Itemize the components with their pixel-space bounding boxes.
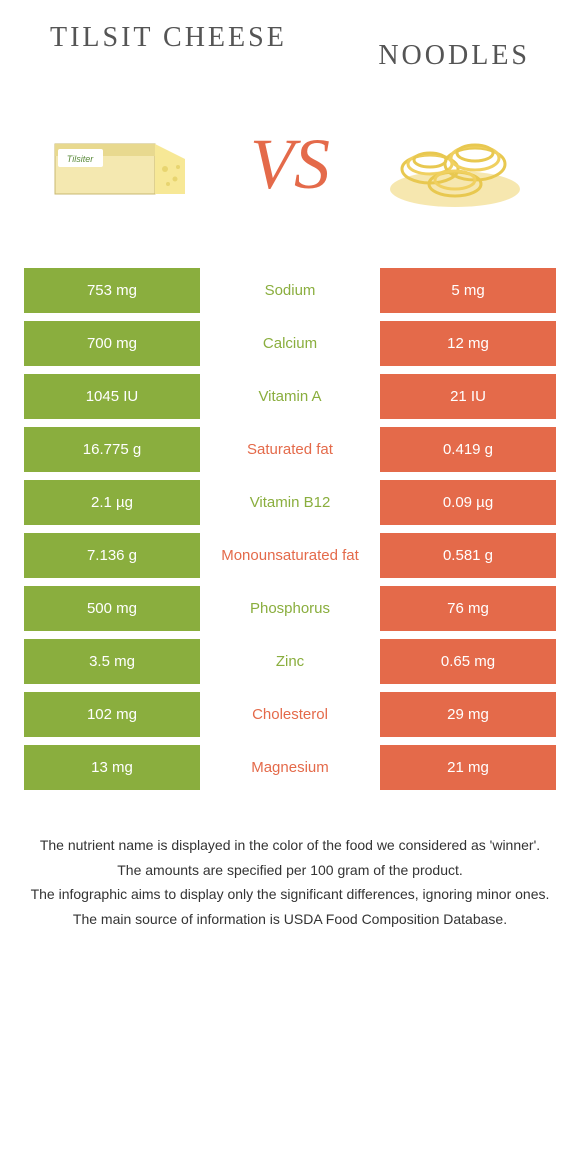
right-value: 5 mg [378,266,558,315]
nutrient-name: Vitamin A [202,372,378,421]
left-value: 102 mg [22,690,202,739]
right-value: 0.09 µg [378,478,558,527]
left-value: 1045 IU [22,372,202,421]
left-value: 13 mg [22,743,202,792]
footer-line-3: The infographic aims to display only the… [20,883,560,905]
right-value: 12 mg [378,319,558,368]
right-value: 21 mg [378,743,558,792]
table-row: 700 mgCalcium12 mg [20,317,560,370]
footer-line-1: The nutrient name is displayed in the co… [20,834,560,856]
right-value: 21 IU [378,372,558,421]
vs-label: VS [250,123,330,206]
nutrient-name: Cholesterol [202,690,378,739]
nutrient-name: Sodium [202,266,378,315]
noodles-image [370,104,540,224]
left-value: 7.136 g [22,531,202,580]
right-value: 0.419 g [378,425,558,474]
table-row: 753 mgSodium5 mg [20,264,560,317]
table-row: 1045 IUVitamin A21 IU [20,370,560,423]
nutrient-name: Zinc [202,637,378,686]
right-food-title: Noodles [378,38,530,74]
table-row: 102 mgCholesterol29 mg [20,688,560,741]
right-value: 0.65 mg [378,637,558,686]
nutrient-table: 753 mgSodium5 mg700 mgCalcium12 mg1045 I… [20,264,560,794]
table-row: 3.5 mgZinc0.65 mg [20,635,560,688]
nutrient-name: Vitamin B12 [202,478,378,527]
left-value: 700 mg [22,319,202,368]
svg-text:Tilsiter: Tilsiter [67,154,94,164]
left-value: 500 mg [22,584,202,633]
nutrient-name: Saturated fat [202,425,378,474]
footer-notes: The nutrient name is displayed in the co… [20,834,560,930]
nutrient-name: Phosphorus [202,584,378,633]
left-value: 16.775 g [22,425,202,474]
left-value: 2.1 µg [22,478,202,527]
table-row: 13 mgMagnesium21 mg [20,741,560,794]
table-row: 2.1 µgVitamin B120.09 µg [20,476,560,529]
left-value: 3.5 mg [22,637,202,686]
nutrient-name: Magnesium [202,743,378,792]
nutrient-name: Calcium [202,319,378,368]
left-value: 753 mg [22,266,202,315]
table-row: 7.136 gMonounsaturated fat0.581 g [20,529,560,582]
right-value: 76 mg [378,584,558,633]
table-row: 500 mgPhosphorus76 mg [20,582,560,635]
right-value: 0.581 g [378,531,558,580]
header: Tilsit cheese Noodles [20,20,560,74]
cheese-image: Tilsiter [40,104,210,224]
nutrient-name: Monounsaturated fat [202,531,378,580]
right-value: 29 mg [378,690,558,739]
images-row: Tilsiter VS [20,104,560,224]
table-row: 16.775 gSaturated fat0.419 g [20,423,560,476]
footer-line-2: The amounts are specified per 100 gram o… [20,859,560,881]
footer-line-4: The main source of information is USDA F… [20,908,560,930]
left-food-title: Tilsit cheese [50,20,287,56]
